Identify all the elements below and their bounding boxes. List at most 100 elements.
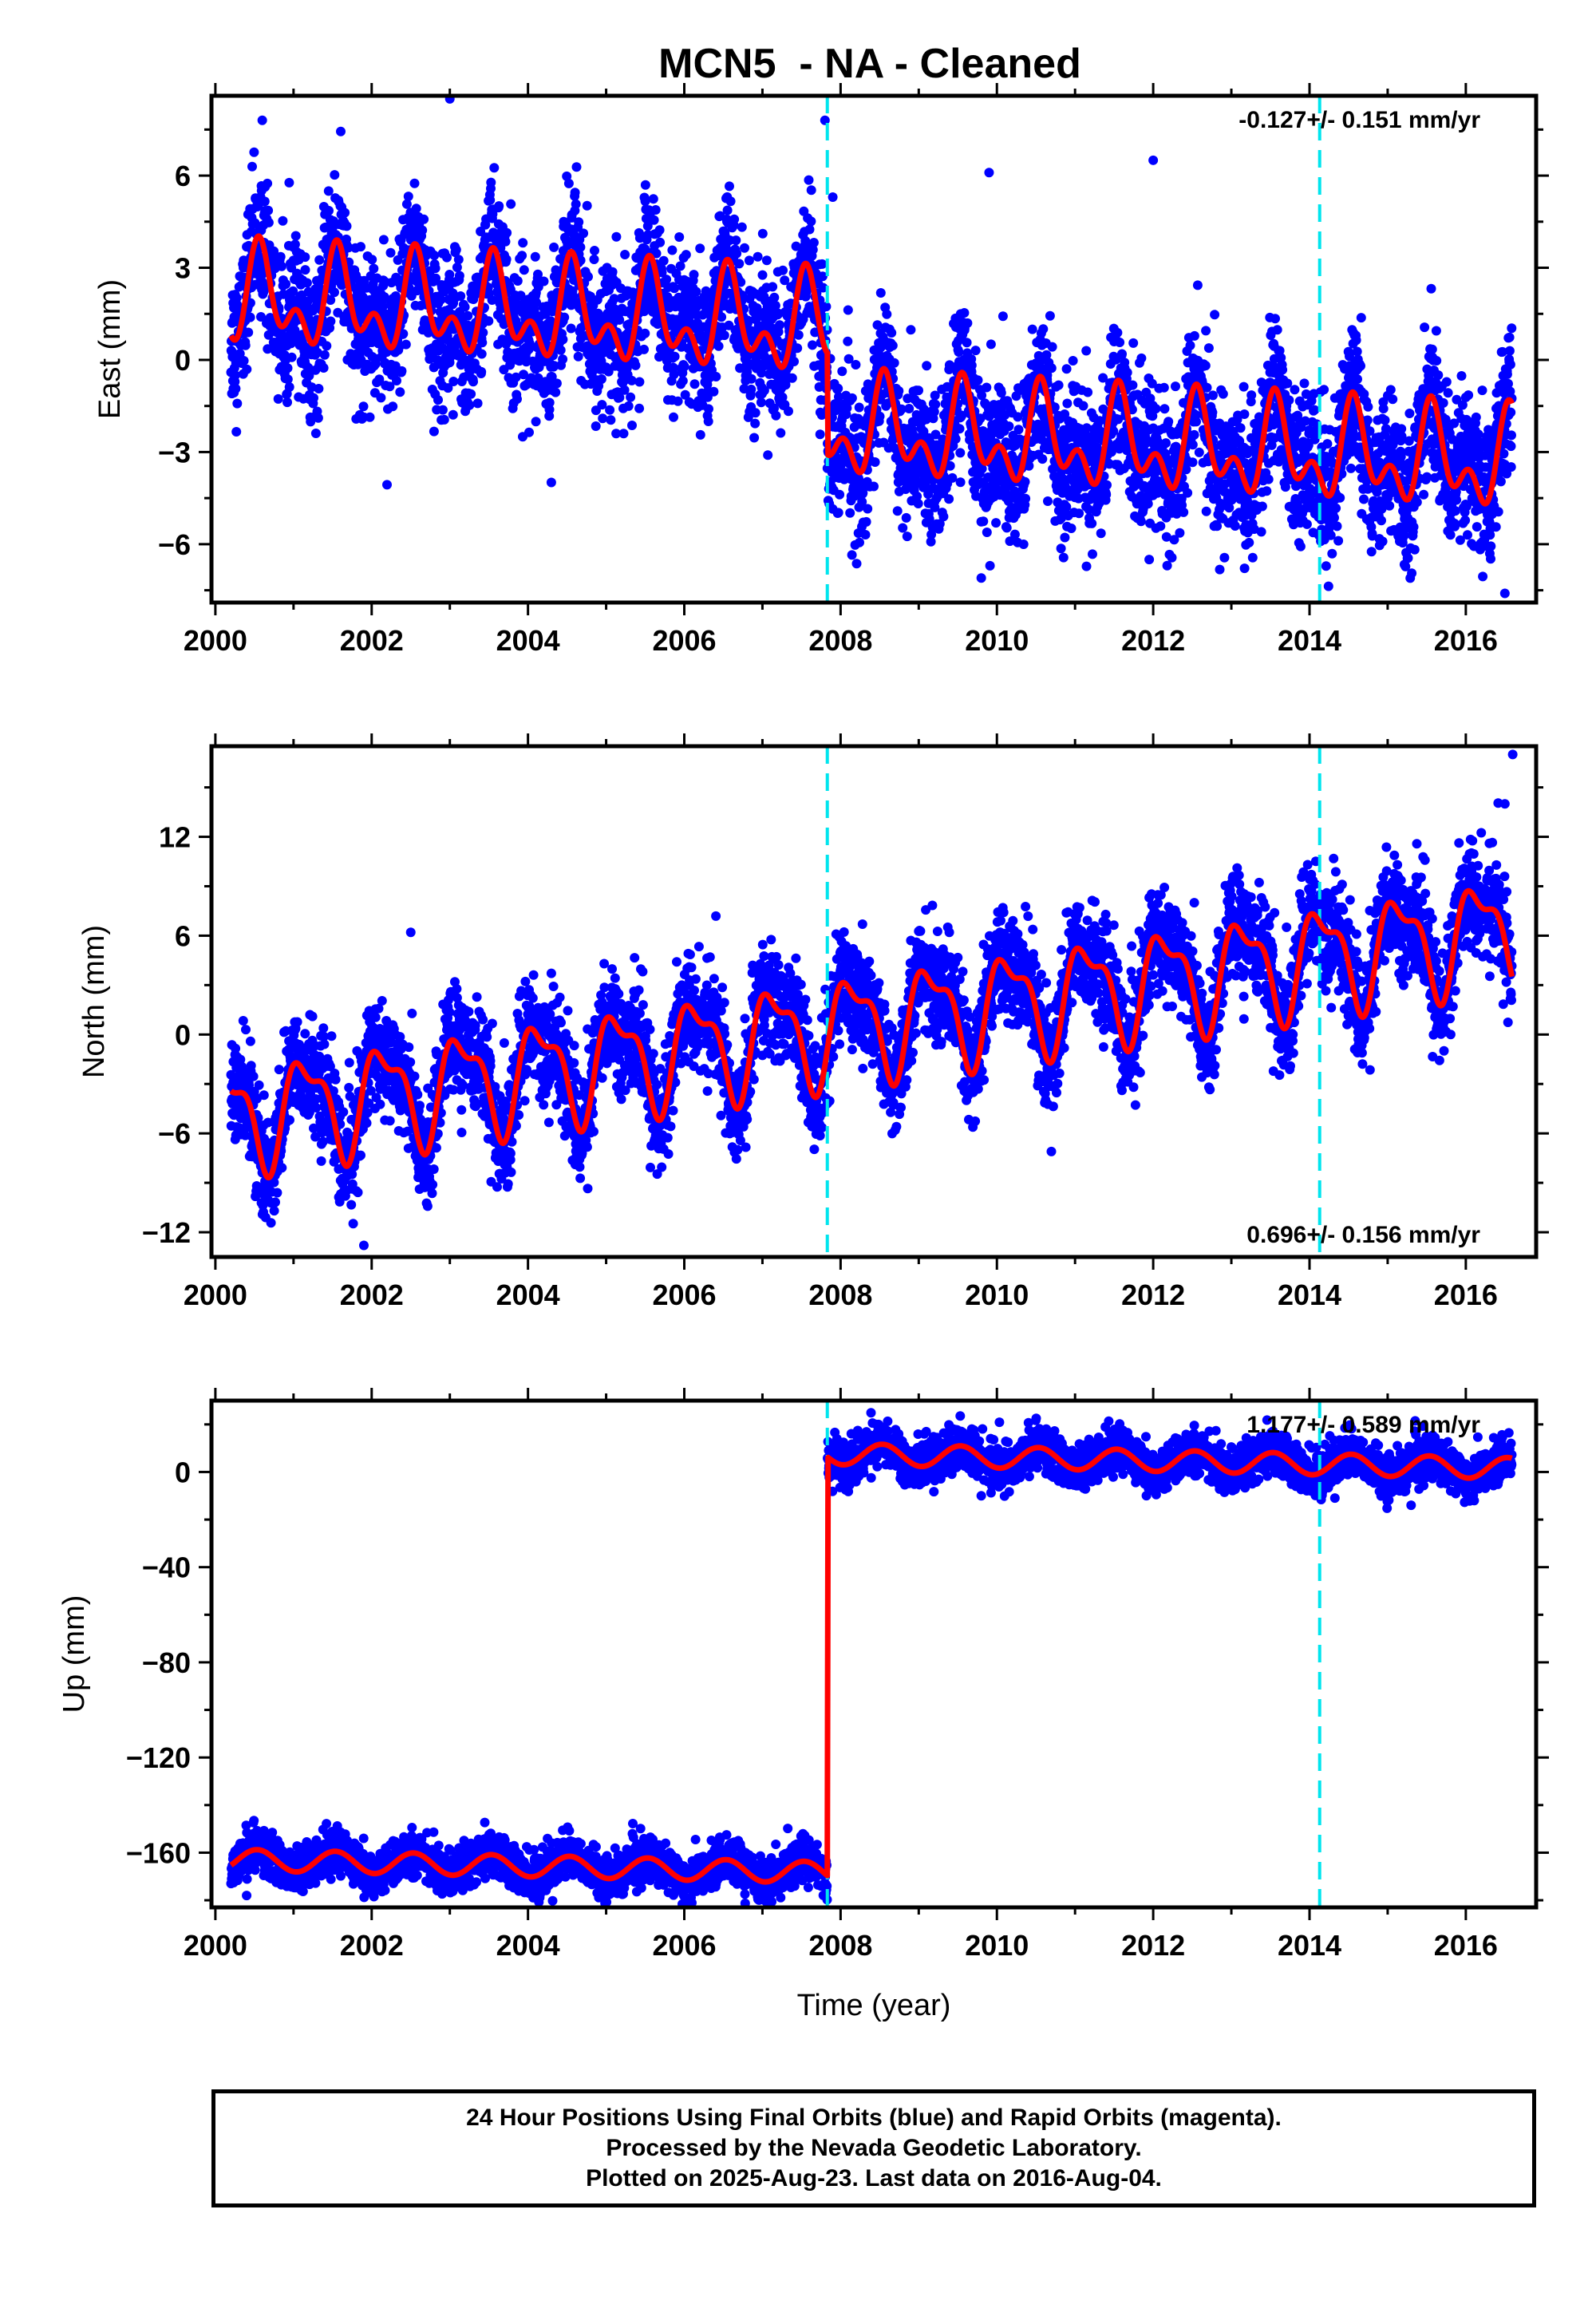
data-point (597, 400, 607, 410)
data-point (448, 377, 459, 386)
data-point (695, 243, 705, 254)
data-point (1263, 474, 1274, 484)
data-point (590, 246, 599, 255)
data-point (273, 393, 283, 404)
data-point (1074, 508, 1084, 519)
data-point (501, 255, 512, 264)
data-point (300, 252, 310, 263)
data-point (324, 206, 334, 215)
data-point (872, 320, 883, 330)
data-point (1191, 417, 1201, 427)
data-point (887, 341, 898, 350)
data-point (640, 180, 650, 190)
data-point (326, 316, 336, 326)
data-point (249, 147, 259, 157)
data-point (242, 364, 252, 374)
data-point (1156, 521, 1166, 532)
data-point (833, 508, 843, 518)
data-point (263, 205, 274, 215)
data-point (1235, 423, 1246, 433)
data-point (263, 178, 273, 188)
data-point (1144, 555, 1155, 565)
data-point (847, 393, 857, 403)
data-point (679, 362, 689, 372)
data-point (991, 518, 1001, 528)
data-point (1329, 512, 1339, 523)
data-point (863, 504, 873, 514)
data-point (1045, 310, 1055, 321)
data-point (1321, 561, 1331, 571)
data-point (282, 363, 293, 373)
data-point (930, 399, 941, 409)
data-point (385, 247, 396, 258)
data-point (1356, 361, 1365, 371)
data-point (1207, 407, 1218, 417)
data-point (626, 392, 636, 402)
data-point (982, 382, 992, 393)
data-point (719, 330, 729, 341)
data-point (494, 201, 504, 211)
data-point (1345, 463, 1356, 473)
data-point (318, 363, 329, 373)
data-point (792, 343, 803, 354)
data-point (1262, 486, 1272, 496)
data-point (378, 235, 389, 245)
data-point (442, 252, 452, 263)
data-point (605, 405, 615, 415)
data-point (938, 512, 949, 522)
data-point (1210, 310, 1220, 320)
data-point (1208, 390, 1218, 401)
data-point (869, 481, 879, 492)
data-point (1020, 476, 1030, 487)
data-point (1212, 521, 1223, 532)
data-point (776, 428, 786, 438)
data-point (614, 314, 625, 325)
data-point (419, 214, 429, 224)
data-point (860, 530, 871, 539)
data-point (675, 261, 685, 271)
data-point (689, 270, 699, 280)
data-point (290, 239, 300, 250)
data-point (231, 384, 241, 393)
data-point (669, 412, 678, 422)
data-point (1117, 349, 1127, 359)
data-point (768, 282, 778, 292)
data-point (377, 302, 388, 312)
data-point (1272, 325, 1282, 335)
data-point (1187, 440, 1198, 450)
data-point (750, 408, 760, 418)
data-point (986, 339, 996, 350)
data-point (1189, 330, 1199, 341)
data-point (1021, 493, 1031, 504)
data-point (1331, 503, 1341, 513)
figure-title: MCN5 - NA - Cleaned (658, 41, 1081, 87)
data-point (326, 295, 336, 305)
data-point (392, 376, 401, 385)
data-point (343, 243, 354, 253)
data-point (436, 294, 446, 305)
data-point (1366, 547, 1377, 557)
data-point (574, 217, 584, 227)
data-point (437, 405, 448, 415)
data-point (1247, 552, 1258, 563)
data-point (978, 516, 989, 527)
data-point (1047, 342, 1057, 352)
data-point (691, 287, 701, 297)
data-point (277, 261, 286, 271)
data-point (769, 292, 780, 302)
data-point (1270, 314, 1280, 324)
data-point (1115, 338, 1125, 347)
data-point (898, 523, 908, 533)
data-point (575, 242, 586, 252)
data-point (1353, 374, 1362, 385)
data-point (1161, 438, 1171, 449)
data-point (1053, 380, 1064, 390)
data-point (808, 340, 817, 350)
data-point (725, 181, 734, 192)
data-point (309, 393, 318, 403)
data-point (240, 340, 251, 350)
data-point (430, 263, 440, 274)
data-point (1218, 389, 1228, 399)
data-point (806, 185, 816, 196)
